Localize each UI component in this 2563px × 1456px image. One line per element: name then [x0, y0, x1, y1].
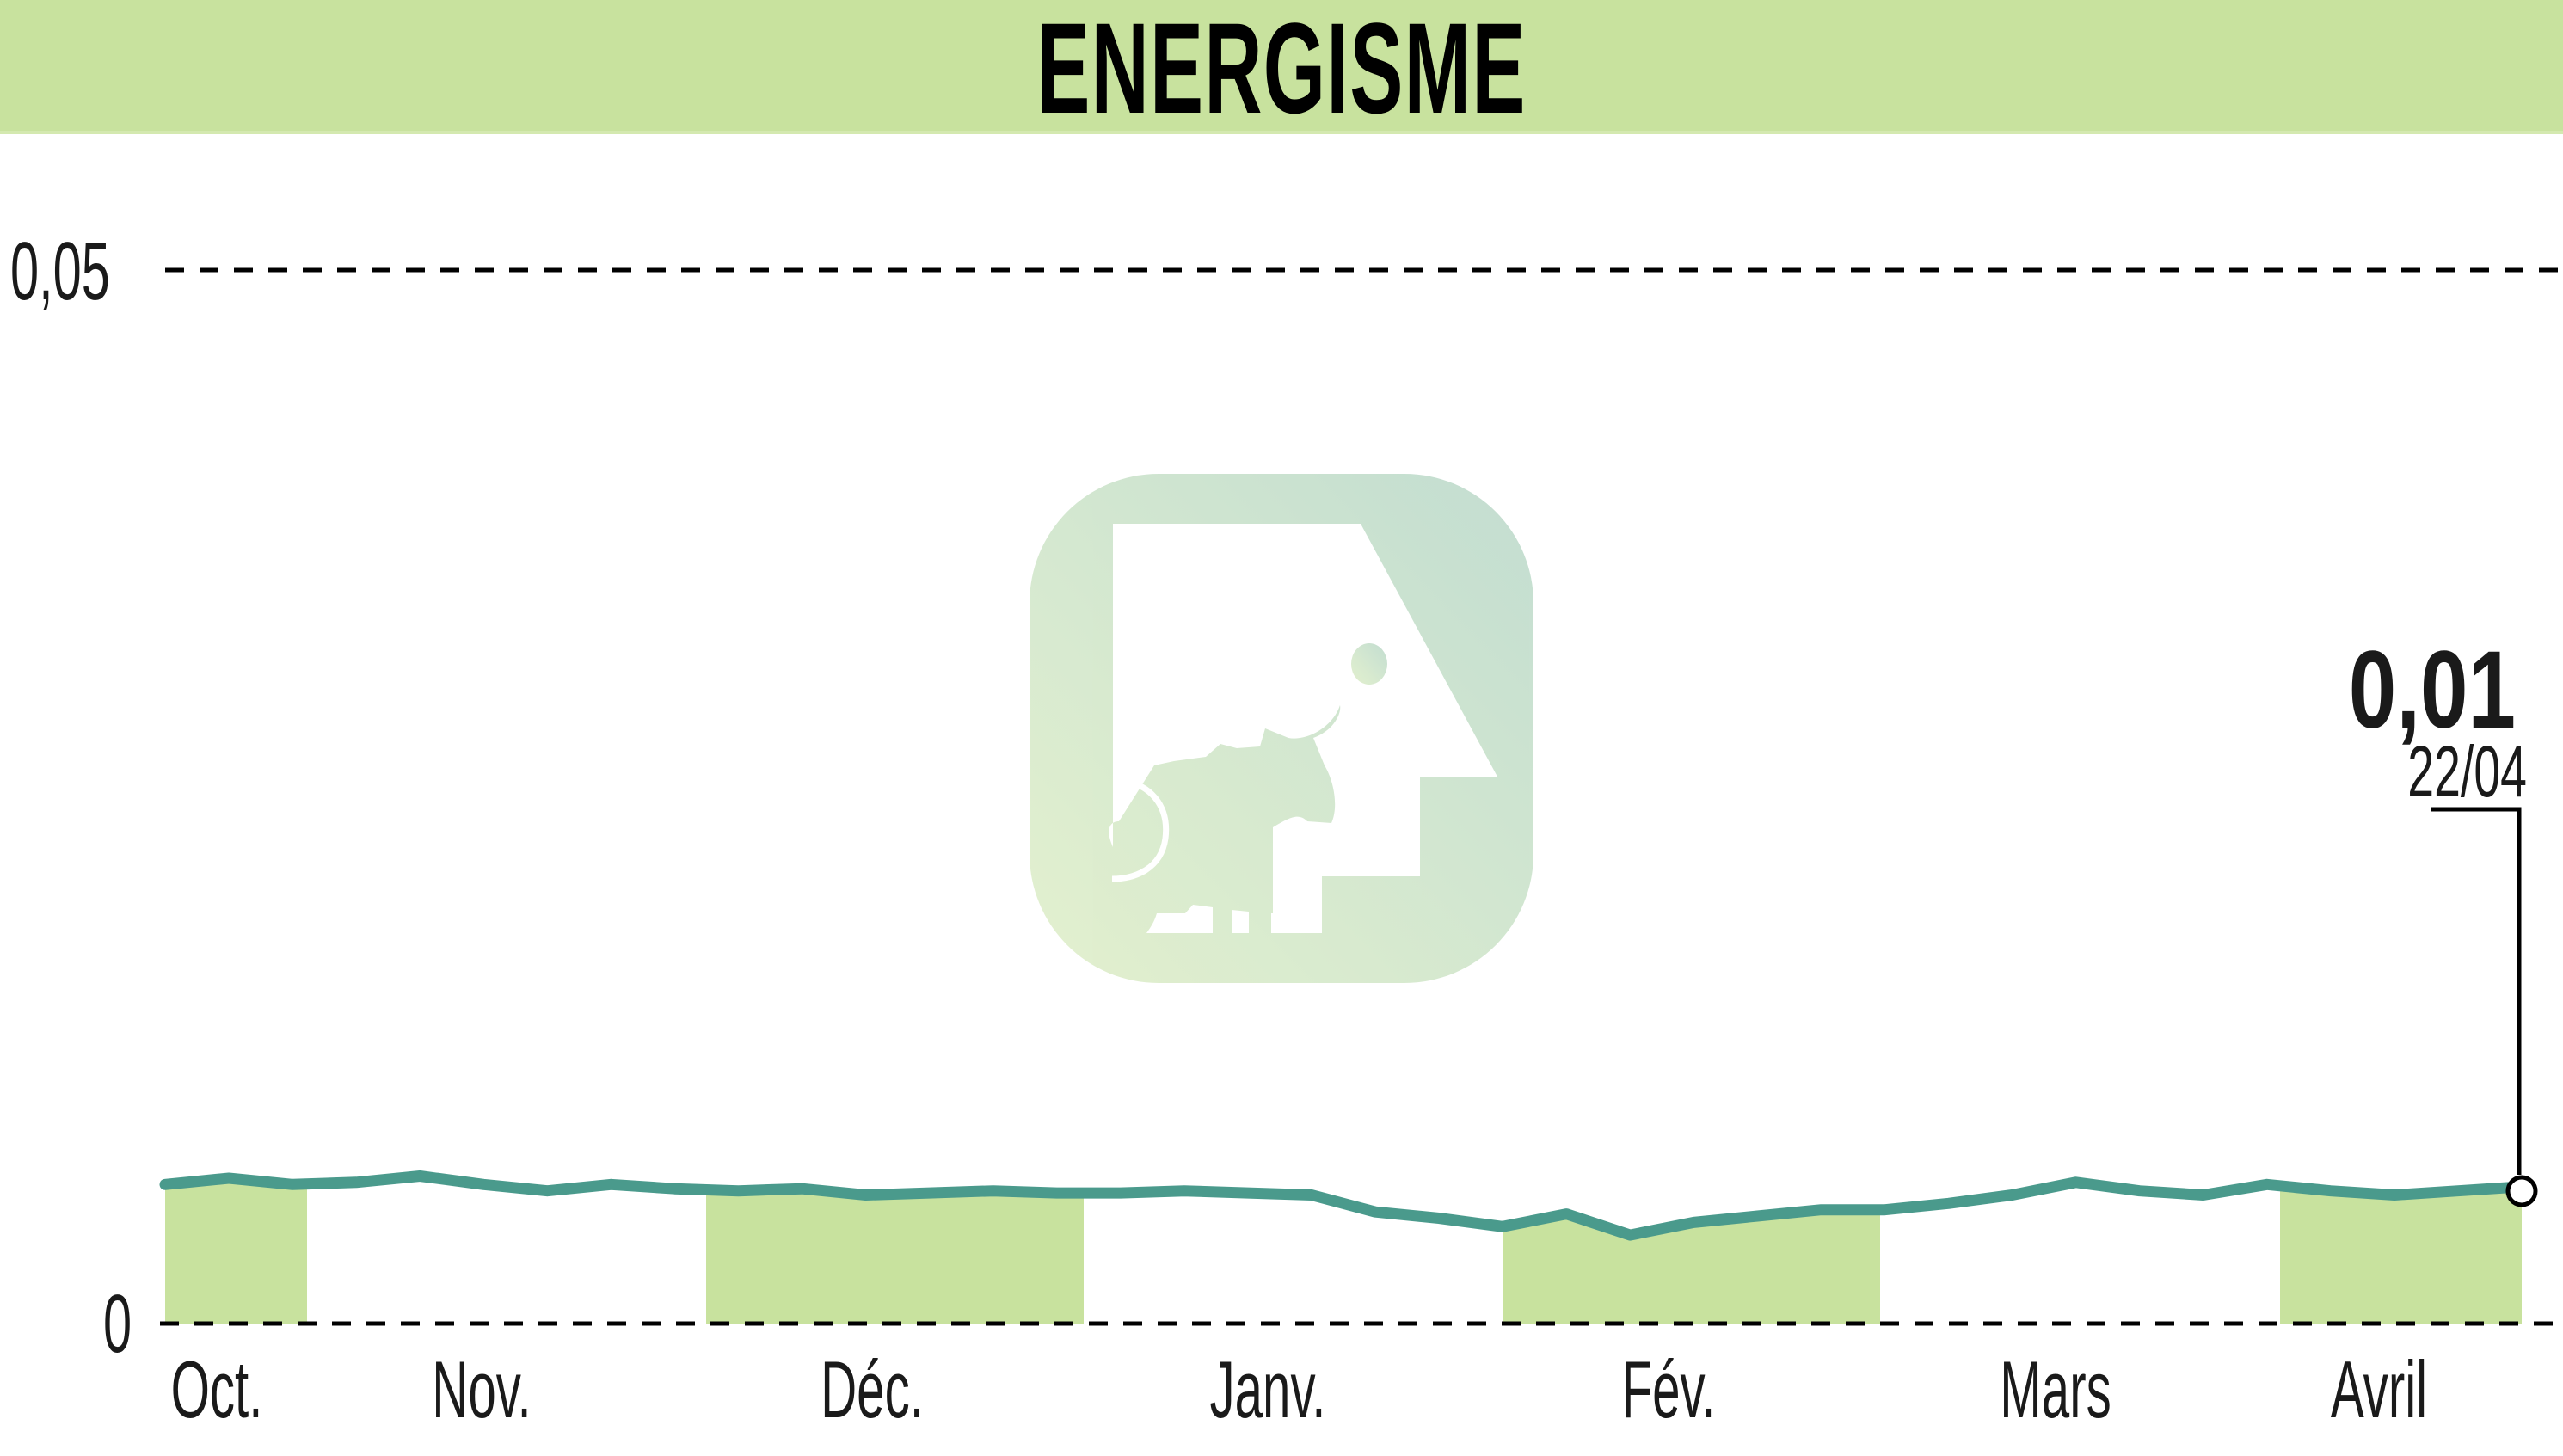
- last-value: 0,01: [2349, 629, 2516, 752]
- x-label-oct: Oct.: [171, 1344, 263, 1435]
- x-axis-labels: Oct. Nov. Déc. Janv. Fév. Mars Avril: [171, 1344, 2428, 1435]
- watermark-logo-icon: [1030, 474, 1533, 983]
- month-bands: [165, 1176, 2522, 1324]
- x-label-fev: Fév.: [1622, 1344, 1716, 1435]
- x-label-nov: Nov.: [432, 1344, 531, 1435]
- last-point-marker[interactable]: [2505, 1175, 2538, 1207]
- band-dec: [706, 1176, 1084, 1324]
- y-tick-top: 0,05: [10, 224, 110, 316]
- x-label-dec: Déc.: [821, 1344, 924, 1435]
- band-avril: [2280, 1176, 2522, 1324]
- chart-title: ENERGISME: [1036, 0, 1527, 140]
- last-date: 22/04: [2407, 733, 2527, 813]
- last-point-leader: [2431, 807, 2522, 1175]
- band-oct: [165, 1176, 307, 1324]
- x-label-mars: Mars: [2000, 1344, 2111, 1435]
- title-bar: ENERGISME: [0, 0, 2563, 134]
- x-label-avril: Avril: [2331, 1344, 2427, 1435]
- y-tick-zero: 0: [103, 1277, 132, 1369]
- band-fev: [1503, 1176, 1880, 1324]
- x-label-janv: Janv.: [1210, 1344, 1326, 1435]
- price-line: [159, 1170, 2528, 1241]
